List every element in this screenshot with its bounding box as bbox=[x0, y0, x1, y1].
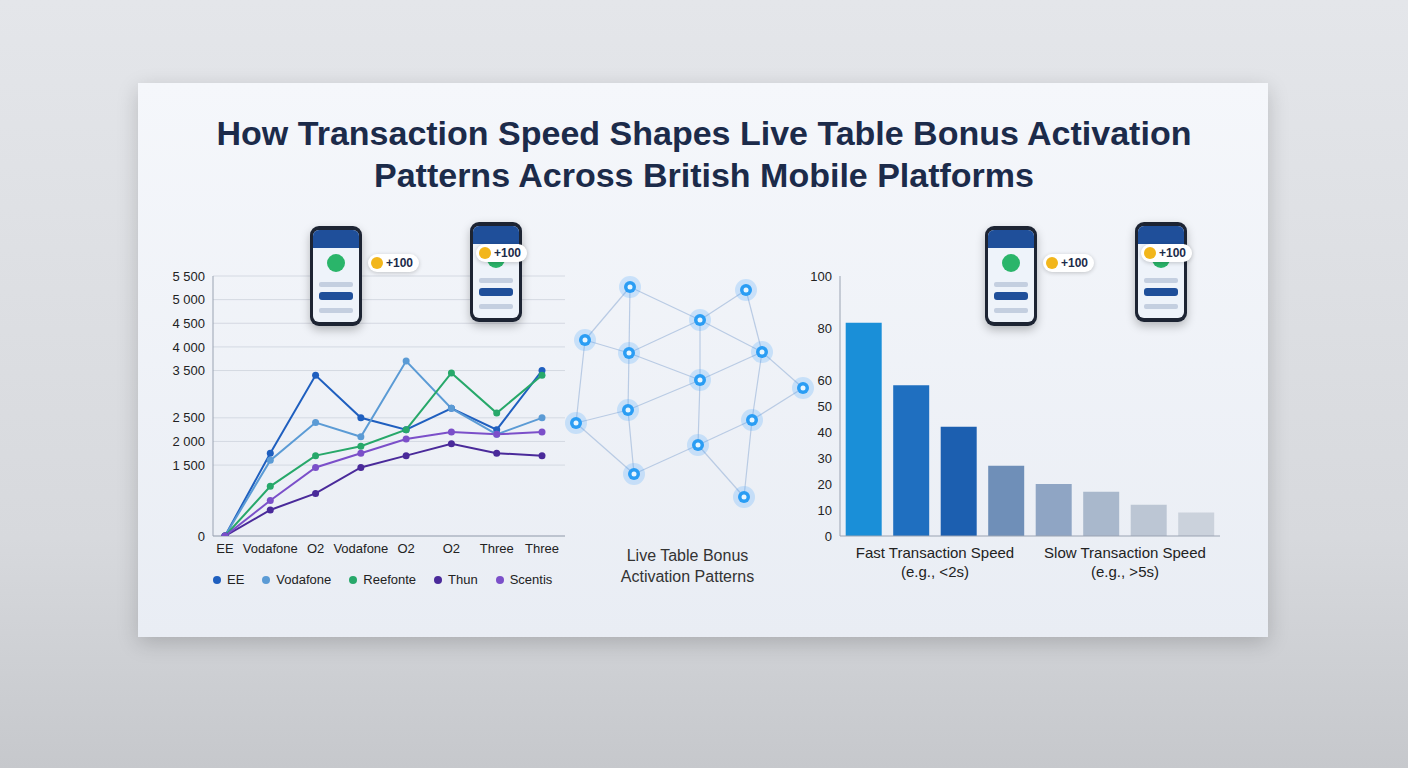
svg-text:2 000: 2 000 bbox=[172, 434, 205, 449]
svg-text:0: 0 bbox=[198, 529, 205, 544]
svg-text:4 500: 4 500 bbox=[172, 316, 205, 331]
svg-text:20: 20 bbox=[818, 477, 832, 492]
svg-text:80: 80 bbox=[818, 321, 832, 336]
html-text:Live Table Bonus Activation Pa: Live Table Bonus Activation Patterns bbox=[620, 547, 755, 585]
svg-text:EE: EE bbox=[216, 541, 234, 556]
html-text:Vodafone: Vodafone bbox=[276, 572, 332, 587]
svg-text:0: 0 bbox=[825, 529, 832, 544]
svg-text:O2: O2 bbox=[443, 541, 460, 556]
svg-text:O2: O2 bbox=[307, 541, 324, 556]
svg-text:10: 10 bbox=[818, 503, 832, 518]
html-text:Reefonte: Reefonte bbox=[363, 572, 417, 587]
svg-text:4 000: 4 000 bbox=[172, 340, 205, 355]
html-text:EE: EE bbox=[227, 572, 245, 587]
svg-text:Slow Transaction Speed(e.g., >: Slow Transaction Speed(e.g., >5s) bbox=[1044, 544, 1206, 580]
svg-text:5 000: 5 000 bbox=[172, 292, 205, 307]
svg-text:1 500: 1 500 bbox=[172, 458, 205, 473]
svg-text:Vodafone: Vodafone bbox=[333, 541, 388, 556]
html-text:+100: +100 bbox=[494, 246, 521, 260]
svg-text:50: 50 bbox=[818, 399, 832, 414]
svg-text:2 500: 2 500 bbox=[172, 410, 205, 425]
svg-text:Vodafone: Vodafone bbox=[243, 541, 298, 556]
svg-text:Three: Three bbox=[525, 541, 559, 556]
html-text:How Transaction Speed Shapes L: How Transaction Speed Shapes Live Table … bbox=[216, 114, 1192, 194]
html-text:+100: +100 bbox=[386, 256, 413, 270]
html-text:+100: +100 bbox=[1159, 246, 1186, 260]
svg-text:Fast Transaction Speed(e.g., <: Fast Transaction Speed(e.g., <2s) bbox=[856, 544, 1014, 580]
svg-text:100: 100 bbox=[810, 269, 832, 284]
html-text:Scentis: Scentis bbox=[509, 572, 553, 587]
svg-text:Three: Three bbox=[480, 541, 514, 556]
html-text:Thun: Thun bbox=[448, 572, 478, 587]
svg-text:30: 30 bbox=[818, 451, 832, 466]
svg-text:40: 40 bbox=[818, 425, 832, 440]
svg-text:O2: O2 bbox=[397, 541, 414, 556]
svg-text:3 500: 3 500 bbox=[172, 363, 205, 378]
html-text:+100: +100 bbox=[1061, 256, 1088, 270]
svg-text:5 500: 5 500 bbox=[172, 269, 205, 284]
svg-text:60: 60 bbox=[818, 373, 832, 388]
